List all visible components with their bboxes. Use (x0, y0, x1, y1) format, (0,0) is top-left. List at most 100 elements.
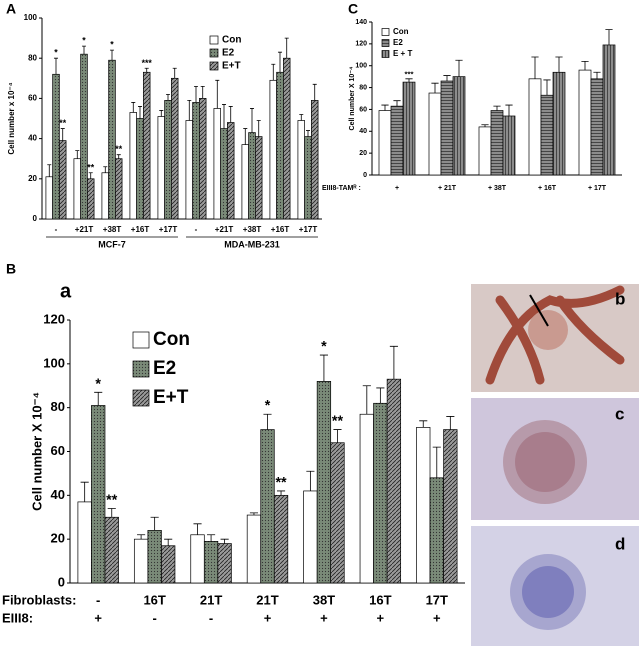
panel-label: B (6, 261, 16, 277)
bar (269, 79, 277, 220)
error-bar (193, 523, 202, 535)
bar (260, 429, 275, 584)
legend-label: E2 (393, 38, 403, 47)
error-bar (271, 63, 276, 81)
y-tick-label: 60 (359, 106, 367, 113)
y-tick-label: 20 (51, 531, 65, 546)
error-bar (593, 71, 601, 79)
significance-mark: * (54, 48, 58, 58)
x-axis-label: EIII8-TAMᴿ : (322, 185, 361, 192)
error-bar (431, 82, 439, 94)
x-tick-label: +38T (103, 225, 122, 234)
error-bar (376, 387, 385, 404)
bar (255, 136, 263, 220)
bar (528, 78, 542, 176)
x-tick-label: + (320, 610, 328, 625)
error-bar (249, 108, 255, 133)
bar (297, 120, 305, 220)
bar (246, 514, 262, 584)
bar (540, 94, 554, 176)
bar (490, 110, 504, 176)
error-bar (94, 391, 103, 406)
bar (190, 534, 205, 584)
y-tick-label: 20 (359, 150, 367, 157)
bar (428, 92, 442, 176)
panel-label: C (348, 1, 358, 17)
error-bar (164, 538, 173, 546)
bar (304, 136, 312, 220)
significance-mark: ** (87, 162, 94, 172)
x-tick-label: - (209, 610, 213, 625)
error-bar (481, 124, 489, 127)
x-tick-label: + (433, 610, 441, 625)
bar (590, 78, 604, 176)
y-tick-label: 120 (43, 311, 65, 326)
bar (192, 102, 200, 220)
error-bar (393, 100, 401, 107)
x-tick-label: - (55, 225, 58, 234)
bar (443, 429, 458, 584)
x-tick-label: +16T (131, 225, 150, 234)
x-tick-label: +21T (75, 225, 94, 234)
micrograph (471, 284, 639, 392)
error-bar (555, 56, 563, 73)
bar (147, 530, 162, 584)
bar (213, 108, 221, 220)
significance-mark: * (110, 40, 114, 50)
bar (330, 442, 345, 584)
error-bar (81, 45, 87, 55)
y-tick-label: 60 (51, 443, 65, 458)
bar (378, 110, 392, 176)
error-bar (103, 166, 108, 173)
x-tick-label: 16T (143, 592, 165, 607)
error-bar (443, 75, 451, 82)
legend-swatch (132, 360, 150, 378)
bar (143, 71, 151, 220)
x-tick-label: + 16T (538, 185, 557, 192)
significance-mark: *** (405, 70, 414, 79)
x-tick-label: 21T (200, 592, 222, 607)
bar (316, 381, 332, 584)
bar (276, 71, 284, 220)
bar (248, 132, 256, 220)
micrograph (471, 526, 639, 646)
bar (502, 115, 516, 176)
error-bar (107, 508, 116, 518)
error-bar (150, 516, 159, 531)
y-tick-label: 80 (28, 53, 37, 62)
bar (161, 545, 176, 584)
error-bar (263, 413, 272, 430)
error-bar (605, 29, 613, 45)
y-axis-label: Cell number X 10⁻⁴ (349, 66, 356, 130)
legend-swatch (381, 39, 390, 47)
bar (101, 172, 109, 220)
bar (390, 105, 404, 176)
bar (171, 77, 179, 220)
bar (199, 98, 207, 220)
error-bar (312, 83, 317, 101)
significance-mark: ** (106, 492, 118, 508)
error-bar (455, 59, 463, 77)
x-tick-label: + (395, 185, 399, 192)
error-bar (228, 106, 233, 123)
x-tick-label: - (96, 592, 100, 607)
x-row-label: Fibroblasts: (2, 592, 76, 607)
bar (73, 158, 81, 220)
y-tick-label: 0 (58, 574, 65, 589)
legend-swatch (132, 389, 150, 407)
error-bar (249, 512, 259, 516)
bar (157, 116, 165, 220)
x-tick-label: +17T (159, 225, 178, 234)
image-label: d (615, 534, 625, 553)
legend-label: Con (393, 27, 409, 36)
x-tick-label: - (152, 610, 156, 625)
error-bar (277, 51, 283, 73)
x-tick-label: 17T (426, 592, 448, 607)
bar (217, 543, 232, 584)
error-bar (144, 67, 149, 73)
x-tick-label: - (195, 225, 198, 234)
x-tick-label: +16T (271, 225, 290, 234)
error-bar (389, 345, 398, 380)
significance-mark: * (95, 376, 101, 392)
error-bar (581, 60, 589, 71)
